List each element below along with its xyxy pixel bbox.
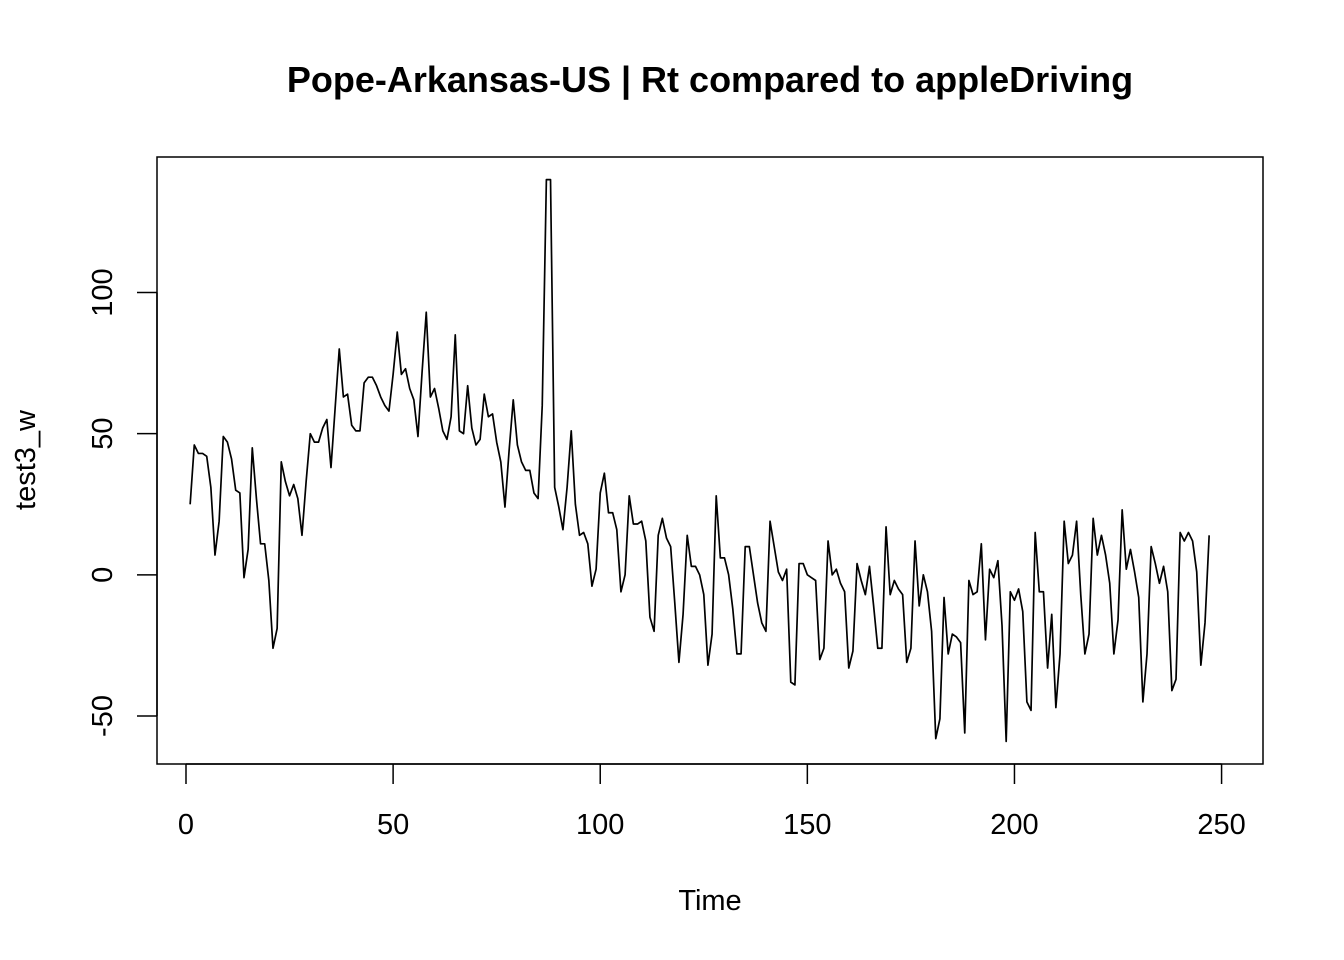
x-tick-label: 200 [990, 809, 1038, 841]
x-tick-label: 150 [783, 809, 831, 841]
x-axis-label: Time [678, 885, 741, 917]
y-tick-label: 0 [87, 567, 119, 583]
y-tick-label: -50 [87, 695, 119, 737]
y-tick-label: 50 [87, 418, 119, 450]
y-axis-label: test3_w [10, 409, 42, 510]
x-tick-label: 100 [576, 809, 624, 841]
plot-frame [156, 156, 1264, 765]
x-tick-label: 0 [178, 809, 194, 841]
x-axis: 0 50 100 150 200 250 [178, 763, 1246, 841]
series-line [189, 178, 1210, 743]
y-axis: -50 0 50 100 [87, 268, 158, 737]
x-tick-label: 250 [1197, 809, 1245, 841]
x-tick-label: 50 [377, 809, 409, 841]
chart-title: Pope-Arkansas-US | Rt compared to appleD… [287, 59, 1133, 101]
series-layer [189, 178, 1210, 743]
y-tick-label: 100 [87, 268, 119, 316]
